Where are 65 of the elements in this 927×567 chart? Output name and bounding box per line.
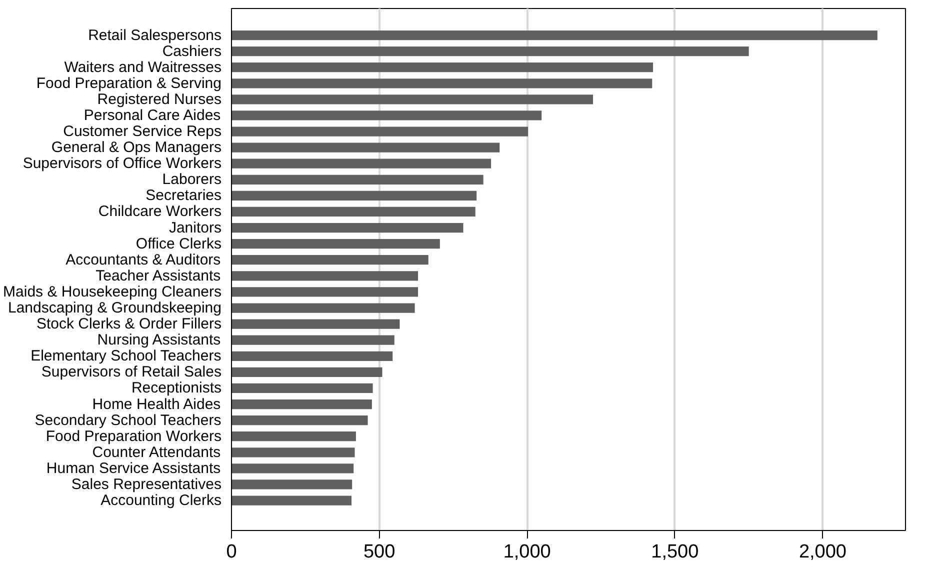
y-tick-label: General & Ops Managers (51, 139, 222, 156)
y-tick-label: Registered Nurses (97, 90, 222, 108)
y-tick-label: Human Service Assistants (46, 460, 221, 477)
bar (232, 142, 500, 152)
x-tick-label: 2,000 (798, 542, 846, 562)
y-tick-label: Sales Representatives (71, 476, 222, 493)
y-tick-label: Supervisors of Office Workers (22, 155, 222, 172)
bar (232, 78, 652, 88)
y-tick-label: Childcare Workers (98, 203, 222, 220)
bar (232, 287, 418, 297)
bar (232, 271, 418, 281)
bar (232, 94, 594, 104)
bar (232, 206, 476, 217)
y-tick-label: Elementary School Teachers (30, 348, 222, 365)
y-tick-label: Customer Service Reps (63, 123, 222, 140)
bar (232, 399, 372, 410)
bar (232, 351, 393, 361)
bar (232, 62, 654, 72)
y-tick-label: Laborers (162, 171, 222, 188)
bar (232, 158, 492, 168)
bar (232, 174, 484, 184)
x-tick-label: 1,000 (503, 542, 551, 562)
bar (232, 432, 356, 442)
y-tick-label: Food Preparation Workers (46, 428, 222, 445)
y-tick-label: Accounting Clerks (100, 492, 222, 509)
bar (232, 190, 477, 201)
y-tick-label: Janitors (168, 219, 222, 236)
y-tick-label: Waiters and Waitresses (64, 58, 222, 76)
bar (232, 110, 542, 120)
y-tick-label: Receptionists (131, 380, 222, 397)
y-tick-label: Food Preparation & Serving (36, 74, 222, 92)
x-tick-label: 1,500 (651, 542, 699, 562)
y-tick-label: Maids & Housekeeping Cleaners (3, 283, 222, 300)
bar (232, 255, 428, 265)
y-tick-label: Office Clerks (136, 235, 222, 252)
y-tick-label: Personal Care Aides (84, 107, 221, 124)
bar (232, 46, 749, 56)
bar (232, 126, 528, 136)
y-tick-label: Secondary School Teachers (34, 412, 222, 429)
y-tick-label: Stock Clerks & Order Fillers (36, 316, 222, 333)
bar (232, 239, 440, 249)
y-tick-label: Cashiers (162, 42, 222, 60)
bar (232, 448, 355, 458)
bar (232, 480, 352, 490)
y-tick-label: Accountants & Auditors (66, 251, 221, 268)
x-tick-label: 500 (363, 542, 396, 562)
y-tick-label: Secretaries (146, 187, 222, 204)
bar (232, 367, 382, 377)
y-tick-label: Counter Attendants (92, 444, 221, 461)
y-tick-label: Landscaping & Groundskeeping (8, 300, 222, 316)
bar (232, 335, 394, 345)
bar (232, 30, 878, 40)
bar (232, 303, 415, 313)
y-tick-label: Home Health Aides (92, 396, 221, 413)
bar (232, 222, 464, 233)
bar (232, 464, 354, 474)
bar (232, 415, 368, 426)
y-tick-label: Retail Salespersons (88, 26, 222, 44)
bar (232, 319, 400, 329)
y-tick-label: Teacher Assistants (96, 267, 221, 284)
y-tick-label: Nursing Assistants (97, 332, 221, 349)
y-tick-label: Supervisors of Retail Sales (41, 364, 222, 381)
x-tick-label: 0 (226, 542, 237, 562)
bar (232, 496, 352, 506)
bar (232, 383, 373, 394)
